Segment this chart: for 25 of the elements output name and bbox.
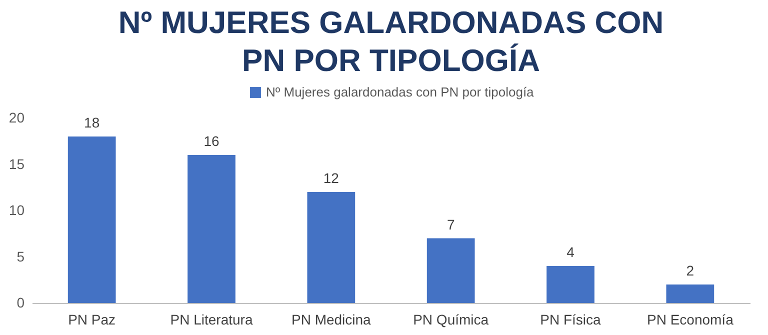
x-tick-label: PN Química	[413, 312, 489, 328]
bar	[188, 155, 236, 303]
x-tick-label: PN Economía	[646, 312, 734, 328]
data-label: 12	[323, 170, 340, 186]
bar	[68, 136, 116, 303]
bar	[546, 266, 594, 303]
y-tick-label: 10	[8, 202, 25, 218]
bar	[307, 192, 356, 303]
bar	[666, 284, 714, 303]
y-tick-label: 5	[16, 248, 25, 264]
bar	[426, 238, 475, 303]
data-label: 4	[566, 244, 575, 260]
x-tick-label: PN Paz	[68, 312, 116, 328]
x-tick-label: PN Literatura	[170, 312, 253, 328]
chart-title: Nº MUJERES GALARDONADAS CON PN POR TIPOLOGÍA	[118, 5, 664, 78]
y-tick-label: 20	[8, 110, 25, 126]
data-label: 7	[446, 216, 455, 232]
y-tick-label: 15	[8, 156, 25, 172]
legend-label: Nº Mujeres galardonadas con PN por tipología	[266, 84, 535, 100]
data-label: 2	[686, 262, 694, 278]
x-tick-label: PN Medicina	[291, 312, 372, 328]
x-tick-label: PN Física	[540, 312, 602, 328]
y-tick-label: 0	[16, 294, 25, 310]
data-label: 16	[204, 133, 220, 149]
data-label: 18	[84, 114, 100, 130]
